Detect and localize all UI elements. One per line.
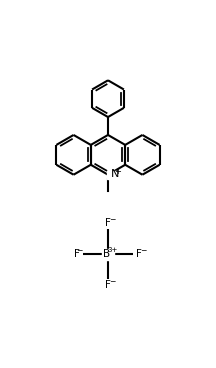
Bar — [107, 171, 117, 179]
Bar — [102, 249, 114, 259]
Text: F: F — [74, 249, 80, 259]
Text: −: − — [110, 277, 116, 286]
Text: N: N — [111, 169, 119, 179]
Text: F: F — [136, 249, 142, 259]
Text: +: + — [114, 167, 121, 176]
Text: F: F — [105, 218, 111, 228]
Text: F: F — [105, 280, 111, 290]
Text: −: − — [140, 246, 147, 255]
Text: B: B — [103, 249, 110, 259]
Text: −: − — [76, 246, 83, 255]
Text: 3+: 3+ — [108, 247, 118, 253]
Text: −: − — [110, 215, 116, 224]
